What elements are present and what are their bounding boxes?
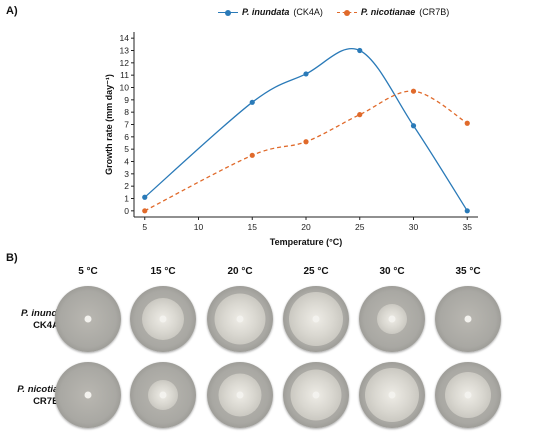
legend-species-nicotianae: P. nicotianae: [360, 7, 416, 17]
data-point-1-0: [142, 208, 148, 214]
agar-plug: [84, 391, 92, 399]
legend-strain-inundata: (CK4A): [293, 7, 323, 17]
x-tick-label: 30: [409, 222, 419, 232]
y-axis-title: Growth rate (mm day⁻¹): [104, 74, 114, 175]
petri-dish: [207, 362, 273, 428]
x-tick-label: 5: [142, 222, 147, 232]
agar-plug: [236, 391, 244, 399]
temperature-header: 30 °C: [379, 266, 405, 277]
petri-dish: [283, 362, 349, 428]
row-strain: CR7B: [33, 396, 59, 407]
petri-dish: [435, 362, 501, 428]
data-point-1-2: [303, 139, 309, 145]
data-point-0-3: [357, 47, 363, 54]
agar-plug: [159, 391, 167, 399]
temperature-header: 5 °C: [78, 266, 98, 277]
agar-plug: [84, 315, 92, 323]
y-tick-label: 4: [124, 157, 129, 167]
y-tick-label: 10: [120, 83, 130, 93]
legend-species-inundata: P. inundata: [242, 7, 290, 17]
y-tick-label: 5: [124, 144, 129, 154]
legend-item-nicotianae: P. nicotianae (CR7B): [336, 7, 450, 17]
x-tick-label: 15: [248, 222, 258, 232]
y-tick-label: 9: [124, 95, 129, 105]
data-point-1-3: [357, 112, 363, 118]
series-line-1: [144, 90, 468, 212]
petri-dish: [55, 286, 121, 352]
legend-swatch-inundata: [218, 9, 238, 16]
petri-dish: [435, 286, 501, 352]
temperature-header: 35 °C: [455, 266, 481, 277]
chart-legend: P. inundata (CK4A) P. nicotianae (CR7B): [218, 7, 449, 17]
agar-plug: [159, 315, 167, 323]
data-point-1-5: [464, 120, 470, 126]
legend-strain-nicotianae: (CR7B): [419, 7, 450, 17]
plate-row-label: P. nicotianae CR7B: [6, 384, 86, 408]
row-species: P. nicotianae: [17, 384, 75, 395]
legend-item-inundata: P. inundata (CK4A): [218, 7, 323, 17]
petri-dish: [130, 286, 196, 352]
y-tick-label: 11: [120, 70, 129, 80]
y-tick-label: 7: [124, 120, 129, 130]
agar-plug: [464, 315, 472, 323]
petri-dish: [359, 362, 425, 428]
agar-plug: [236, 315, 244, 323]
agar-plug: [388, 391, 396, 399]
y-tick-label: 2: [124, 181, 129, 191]
y-tick-label: 13: [120, 46, 130, 56]
agar-plug: [312, 391, 320, 399]
y-tick-label: 3: [124, 169, 129, 179]
petri-dish: [55, 362, 121, 428]
y-tick-label: 14: [120, 33, 130, 43]
agar-plug: [312, 315, 320, 323]
petri-dish: [283, 286, 349, 352]
temperature-header: 20 °C: [227, 266, 253, 277]
series-line-0: [144, 48, 468, 212]
growth-rate-chart: 5 10 15 20 25 30 3501234567891011121314Tempera…: [104, 32, 478, 247]
data-point-0-1: [249, 99, 255, 105]
petri-dish: [359, 286, 425, 352]
x-tick-label: 10: [194, 222, 204, 232]
row-species: P. inundata: [21, 308, 71, 319]
data-point-1-4: [410, 88, 417, 94]
plate-row-label: P. inundata CK4A: [6, 308, 86, 332]
x-tick-label: 35: [463, 222, 473, 232]
legend-swatch-nicotianae: [336, 9, 357, 16]
temperature-header: 15 °C: [150, 266, 176, 277]
agar-plug: [464, 391, 472, 399]
data-point-0-4: [410, 123, 417, 129]
y-tick-label: 8: [124, 107, 129, 117]
panel-a-label: A): [6, 5, 18, 17]
y-tick-label: 1: [124, 194, 129, 204]
petri-dish: [207, 286, 273, 352]
petri-dish: [130, 362, 196, 428]
row-strain: CK4A: [33, 320, 59, 331]
agar-plug: [388, 315, 396, 323]
y-tick-label: 6: [124, 132, 129, 142]
data-point-1-1: [249, 152, 255, 158]
panel-b-label: B): [6, 252, 18, 264]
data-point-0-2: [303, 71, 309, 77]
temperature-header: 25 °C: [303, 266, 329, 277]
data-point-0-5: [464, 208, 470, 214]
x-tick-label: 25: [355, 222, 365, 232]
y-tick-label: 0: [124, 206, 129, 216]
y-tick-label: 12: [120, 58, 130, 68]
x-tick-label: 20: [301, 222, 311, 232]
data-point-0-0: [142, 194, 148, 200]
x-axis-title: Temperature (°C): [270, 237, 342, 247]
